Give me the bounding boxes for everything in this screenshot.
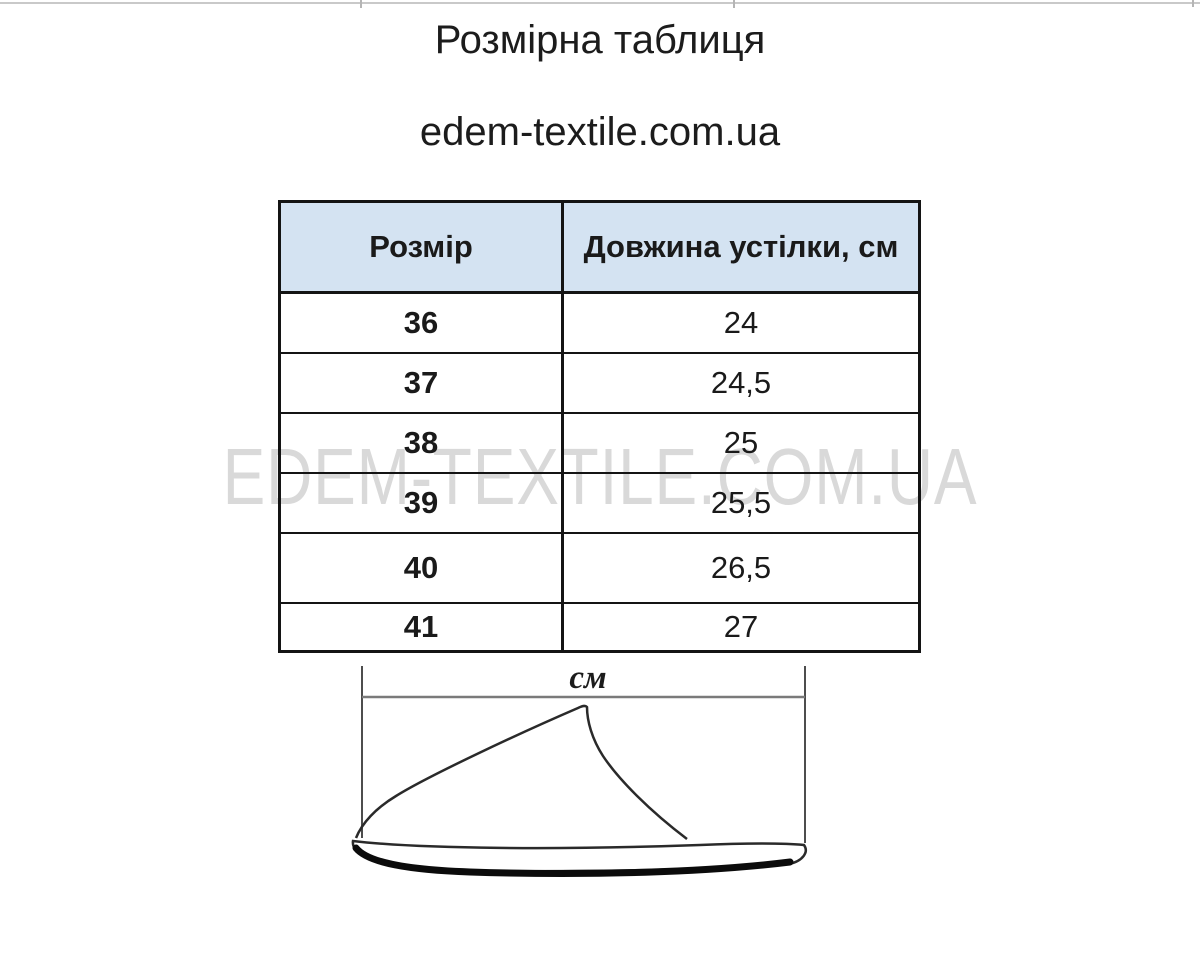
size-table: Розмір Довжина устілки, см 36 24 37 24,5…	[278, 200, 921, 653]
size-cell: 37	[278, 352, 564, 414]
table-row: 37 24,5	[278, 352, 921, 414]
column-header-insole-length: Довжина устілки, см	[561, 200, 921, 294]
table-row: 39 25,5	[278, 472, 921, 534]
length-cell: 24,5	[561, 352, 921, 414]
slipper-sole-bottom	[352, 844, 794, 878]
column-header-size: Розмір	[278, 200, 564, 294]
size-cell: 40	[278, 532, 564, 604]
table-row: 40 26,5	[278, 532, 921, 604]
slipper-measurement-figure: см	[351, 660, 807, 878]
size-cell: 41	[278, 602, 564, 653]
table-row: 36 24	[278, 291, 921, 354]
length-cell: 26,5	[561, 532, 921, 604]
size-cell: 39	[278, 472, 564, 534]
grid-remnant-tick	[733, 0, 735, 8]
size-cell: 36	[278, 291, 564, 354]
top-grid-remnant-line	[0, 2, 1200, 4]
unit-label: см	[569, 660, 606, 696]
site-domain: edem-textile.com.ua	[419, 110, 781, 154]
slipper-upper-outline	[354, 704, 688, 840]
table-header-row: Розмір Довжина устілки, см	[278, 200, 921, 294]
length-cell: 27	[561, 602, 921, 653]
length-cell: 25	[561, 412, 921, 474]
page-title: Розмірна таблиця	[434, 18, 766, 62]
table-row: 38 25	[278, 412, 921, 474]
length-cell: 24	[561, 291, 921, 354]
table-row: 41 27	[278, 602, 921, 653]
size-cell: 38	[278, 412, 564, 474]
grid-remnant-tick	[360, 0, 362, 8]
grid-remnant-tick	[1192, 0, 1194, 7]
length-cell: 25,5	[561, 472, 921, 534]
